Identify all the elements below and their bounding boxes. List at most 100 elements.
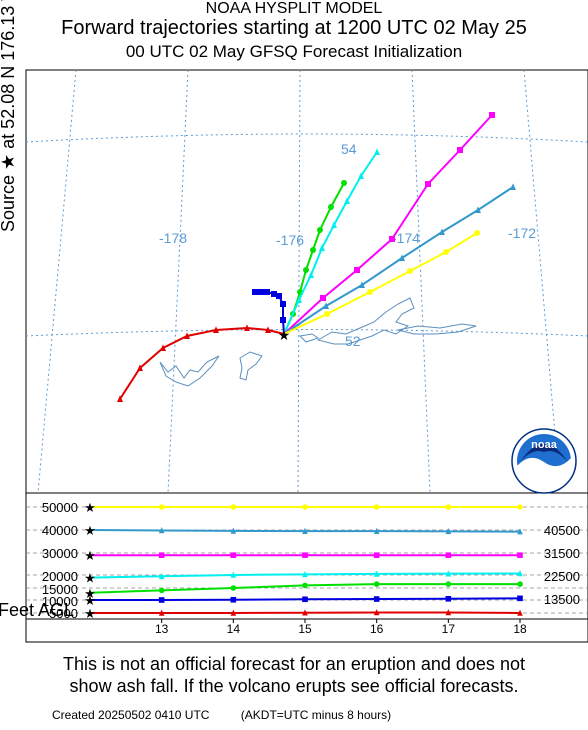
grid-lon-175 <box>297 69 301 494</box>
height-point-blue <box>517 595 523 602</box>
trajectory-point-steel <box>399 254 405 261</box>
grid-lon-177 <box>167 69 189 494</box>
height-point-cyan <box>373 570 380 577</box>
height-panel-frame <box>25 492 588 643</box>
height-point-cyan <box>230 571 237 578</box>
island-coastline <box>316 297 415 345</box>
source-location-label: Source ★ at 52.08 N 176.13 W <box>0 0 18 232</box>
trajectory-point-steel <box>475 206 481 213</box>
island-coastline <box>298 333 320 343</box>
trajectory-point-yellow <box>407 268 413 274</box>
trajectory-point-red <box>117 395 123 402</box>
height-point-cyan <box>302 570 308 578</box>
height-point-blue <box>230 596 237 603</box>
height-point-steel <box>158 527 165 534</box>
time-tick-label: 18 <box>513 622 527 636</box>
trajectory-point-steel <box>510 183 516 190</box>
noaa-logo-icon <box>511 428 577 494</box>
trajectory-point-red <box>184 332 190 339</box>
time-tick-label: 14 <box>227 622 241 636</box>
height-point-yellow <box>517 504 523 510</box>
trajectory-point-yellow <box>324 311 330 317</box>
time-tick-label: 13 <box>155 622 169 636</box>
trajectory-point-cyan <box>374 148 380 155</box>
time-tick-label: 17 <box>442 622 456 636</box>
grid-lon-179 <box>37 69 77 494</box>
height-point-green <box>302 582 308 589</box>
lon-label: -172 <box>508 225 536 241</box>
height-point-blue <box>373 596 380 602</box>
timezone-note: (AKDT=UTC minus 8 hours) <box>240 708 392 722</box>
model-title: NOAA HYSPLIT MODEL <box>205 0 383 17</box>
grid-lat-54 <box>25 133 588 143</box>
trajectory-point-red <box>213 326 219 333</box>
height-point-steel <box>230 527 237 534</box>
height-point-magenta <box>373 552 380 558</box>
height-tick-label-right: 13500 <box>544 592 580 607</box>
footer: Created 20250502 0410 UTC (AKDT=UTC minu… <box>52 708 419 722</box>
height-point-yellow <box>158 504 165 510</box>
lat-label: 52 <box>345 333 361 349</box>
height-point-blue <box>158 597 165 603</box>
trajectory-cyan <box>283 151 378 335</box>
trajectory-point-blue <box>252 289 258 295</box>
height-source-star-icon: ★ <box>84 606 96 621</box>
height-point-cyan <box>158 572 165 580</box>
trajectory-point-blue <box>271 291 277 297</box>
noaa-logo-wave <box>520 444 568 462</box>
height-axis-label: Feet AGL <box>0 600 75 620</box>
trajectory-point-green <box>303 267 309 273</box>
height-tick-label: 30000 <box>42 546 78 561</box>
height-point-steel <box>373 527 380 534</box>
noaa-logo-text: noaa <box>531 439 558 451</box>
height-source-star-icon: ★ <box>84 586 96 601</box>
height-tick-label: 15000 <box>42 582 78 597</box>
island-coastline <box>159 355 220 387</box>
source-star-icon: ★ <box>278 327 291 343</box>
lat-label: 54 <box>341 141 357 157</box>
height-point-steel <box>445 527 452 535</box>
lon-label: -176 <box>276 232 304 248</box>
height-point-red <box>230 609 237 616</box>
height-tick-label-right: 40500 <box>544 523 580 538</box>
trajectory-point-blue <box>280 301 286 307</box>
trajectory-point-cyan <box>344 197 350 204</box>
grid-lat-52 <box>25 329 588 337</box>
trajectory-point-red <box>244 324 250 331</box>
height-point-cyan <box>517 570 523 577</box>
trajectory-point-steel <box>359 281 365 288</box>
trajectory-point-blue <box>264 289 270 295</box>
trajectory-point-cyan <box>331 221 337 228</box>
height-point-steel <box>302 527 308 534</box>
height-source-star-icon: ★ <box>84 548 96 563</box>
height-tick-label: 40000 <box>42 523 78 538</box>
height-point-magenta <box>302 552 308 558</box>
trajectory-point-cyan <box>358 172 364 179</box>
height-tick-label: 10000 <box>42 594 78 609</box>
time-tick-label: 15 <box>298 622 312 636</box>
chart-subtitle: 00 UTC 02 May GFSQ Forecast Initializati… <box>125 42 463 61</box>
trajectory-point-blue <box>258 289 264 295</box>
trajectory-point-magenta <box>489 112 495 118</box>
trajectory-point-red <box>265 326 271 333</box>
height-source-star-icon: ★ <box>84 523 96 538</box>
trajectory-point-yellow <box>443 249 449 255</box>
trajectory-point-blue <box>280 317 286 323</box>
height-tick-label-right: 22500 <box>544 569 580 584</box>
trajectory-point-green <box>310 247 316 253</box>
height-source-star-icon: ★ <box>84 500 96 515</box>
trajectory-point-magenta <box>320 295 326 301</box>
grid-lon-173 <box>411 69 431 494</box>
trajectory-yellow <box>283 232 478 335</box>
trajectory-point-magenta <box>389 236 395 242</box>
trajectory-red <box>119 326 285 400</box>
trajectory-point-yellow <box>367 289 373 295</box>
trajectory-point-red <box>137 364 143 371</box>
trajectory-point-cyan <box>296 296 302 303</box>
height-point-red <box>517 609 523 616</box>
height-point-green <box>373 581 380 587</box>
noaa-logo-gull <box>517 457 572 490</box>
height-point-green <box>158 587 165 594</box>
height-point-magenta <box>517 552 523 558</box>
